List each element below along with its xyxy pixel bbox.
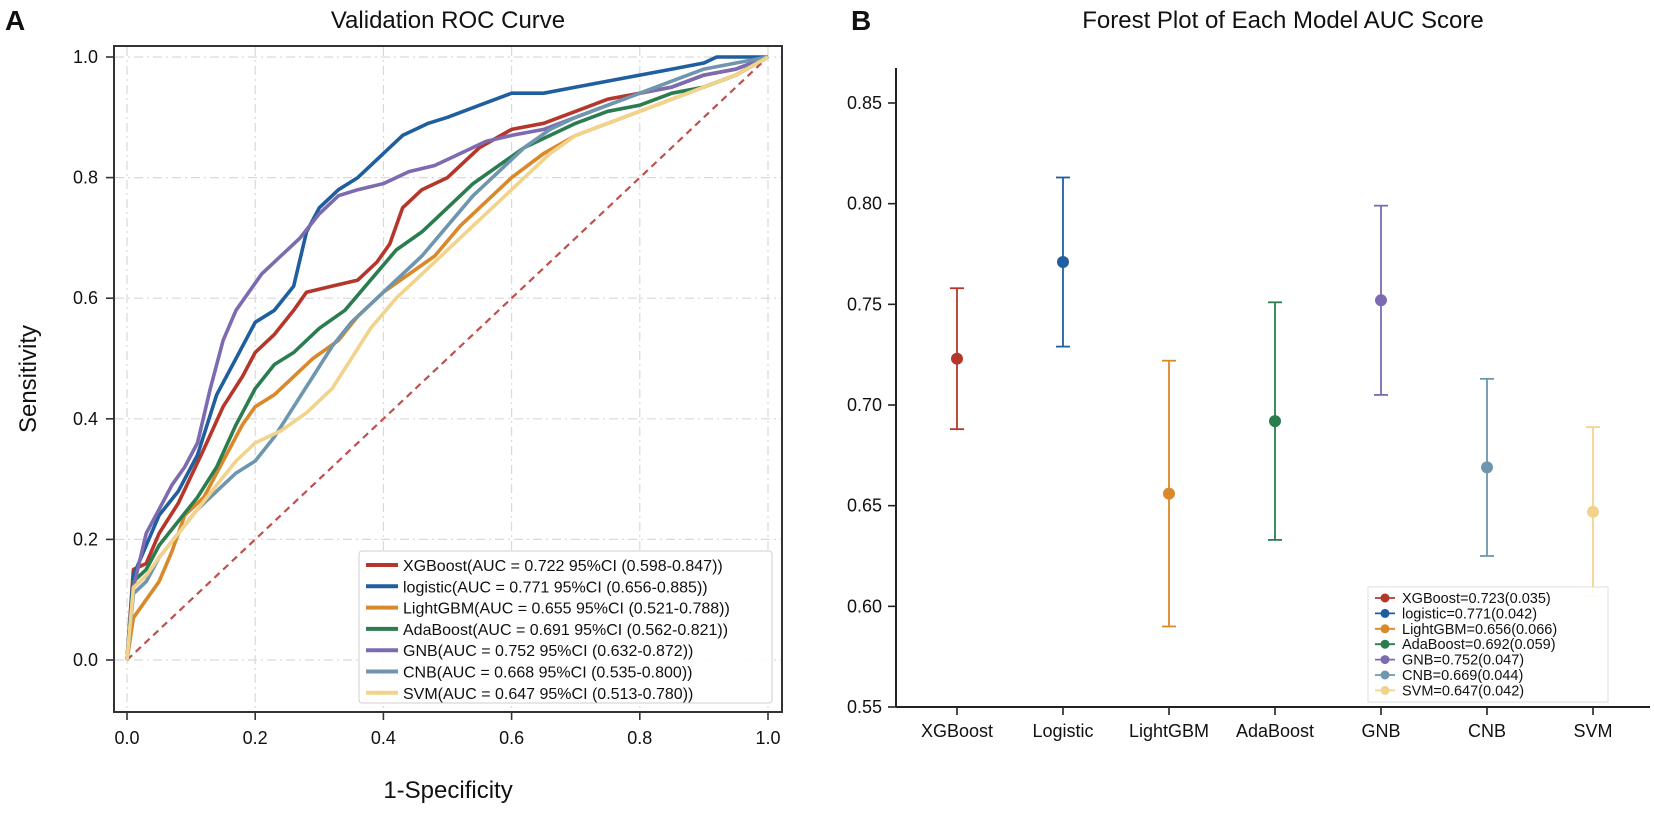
forest-legend-label: GNB=0.752(0.047) — [1402, 653, 1524, 669]
forest-legend-items: XGBoost=0.723(0.035)logistic=0.771(0.042… — [1375, 591, 1557, 699]
forest-points — [950, 176, 1600, 628]
panel-b-label: B — [851, 5, 871, 36]
roc-legend-label: logistic(AUC = 0.771 95%CI (0.656-0.885)… — [403, 579, 708, 596]
forest-legend-swatch-dot — [1380, 655, 1390, 665]
panel-a-label: A — [5, 5, 25, 36]
forest-x-tick-label: XGBoost — [921, 721, 993, 741]
forest-y-tick-label: 0.85 — [847, 93, 882, 113]
forest-point — [1375, 294, 1387, 307]
roc-y-tick-label: 1.0 — [73, 47, 98, 67]
roc-legend-label: SVM(AUC = 0.647 95%CI (0.513-0.780)) — [403, 686, 693, 703]
forest-x-tick-label: GNB — [1361, 721, 1400, 741]
roc-x-tick-label: 0.8 — [627, 728, 652, 748]
forest-legend-swatch-dot — [1380, 608, 1390, 618]
forest-x-tick-label: Logistic — [1032, 721, 1093, 741]
forest-legend: XGBoost=0.723(0.035)logistic=0.771(0.042… — [1367, 586, 1609, 703]
roc-curve-6 — [125, 55, 769, 661]
roc-legend: XGBoost(AUC = 0.722 95%CI (0.598-0.847))… — [358, 550, 773, 704]
forest-legend-swatch-dot — [1380, 624, 1390, 634]
roc-legend-box — [358, 550, 773, 704]
forest-point — [1057, 256, 1069, 269]
forest-y-tick-label: 0.60 — [847, 596, 882, 616]
forest-legend-label: CNB=0.669(0.044) — [1402, 668, 1523, 684]
roc-y-tick-label: 0.6 — [73, 288, 98, 308]
roc-curves — [125, 55, 769, 661]
forest-y-tick-label: 0.80 — [847, 194, 882, 214]
roc-y-tick-label: 0.4 — [73, 409, 98, 429]
roc-x-tick-label: 0.6 — [499, 728, 524, 748]
forest-y-tick-label: 0.75 — [847, 294, 882, 314]
roc-y-axis-ticks: 0.0 0.2 0.4 0.6 0.8 1.0 — [73, 47, 114, 670]
forest-legend-swatch-dot — [1380, 593, 1390, 603]
roc-x-axis-label: 1-Specificity — [383, 777, 512, 804]
forest-legend-swatch-dot — [1380, 639, 1390, 649]
roc-x-tick-label: 1.0 — [755, 728, 780, 748]
roc-legend-label: GNB(AUC = 0.752 95%CI (0.632-0.872)) — [403, 643, 693, 660]
roc-x-tick-label: 0.4 — [371, 728, 396, 748]
forest-x-tick-label: LightGBM — [1129, 721, 1209, 741]
roc-plot-frame — [113, 45, 783, 713]
roc-legend-label: AdaBoost(AUC = 0.691 95%CI (0.562-0.821)… — [403, 622, 728, 639]
forest-legend-swatch-dot — [1380, 670, 1390, 680]
roc-y-tick-label: 0.0 — [73, 650, 98, 670]
forest-point — [1163, 487, 1175, 500]
forest-y-tick-label: 0.70 — [847, 395, 882, 415]
forest-legend-label: XGBoost=0.723(0.035) — [1402, 591, 1551, 607]
forest-point — [1269, 415, 1281, 428]
roc-curve-1 — [125, 55, 768, 661]
roc-legend-items: XGBoost(AUC = 0.722 95%CI (0.598-0.847))… — [366, 558, 730, 703]
roc-curve-3 — [125, 55, 769, 661]
forest-legend-box — [1367, 586, 1609, 703]
panel-b: B Forest Plot of Each Model AUC Score 0.… — [847, 5, 1650, 741]
roc-legend-label: XGBoost(AUC = 0.722 95%CI (0.598-0.847)) — [403, 558, 723, 575]
forest-point — [1587, 505, 1599, 518]
forest-y-axis-ticks: 0.55 0.60 0.65 0.70 0.75 0.80 0.85 — [847, 93, 896, 717]
roc-title: Validation ROC Curve — [331, 7, 565, 34]
forest-legend-label: AdaBoost=0.692(0.059) — [1402, 637, 1556, 653]
forest-point — [1481, 461, 1493, 474]
forest-y-tick-label: 0.55 — [847, 697, 882, 717]
roc-legend-label: CNB(AUC = 0.668 95%CI (0.535-0.800)) — [403, 665, 692, 682]
forest-x-tick-label: AdaBoost — [1236, 721, 1314, 741]
forest-legend-label: LightGBM=0.656(0.066) — [1402, 622, 1557, 638]
forest-x-tick-label: SVM — [1573, 721, 1612, 741]
roc-y-tick-label: 0.8 — [73, 168, 98, 188]
panel-a: A Validation ROC Curve 0.0 0.2 0.4 0.6 0.8 1.… — [5, 5, 783, 804]
forest-x-axis-ticks: XGBoost Logistic LightGBM AdaBoost GNB CNB SVM — [921, 707, 1613, 741]
roc-x-axis-ticks: 0.0 0.2 0.4 0.6 0.8 1.0 — [114, 712, 781, 748]
forest-legend-label: SVM=0.647(0.042) — [1402, 683, 1524, 699]
forest-x-tick-label: CNB — [1468, 721, 1506, 741]
forest-y-tick-label: 0.65 — [847, 496, 882, 516]
roc-x-tick-label: 0.0 — [114, 728, 139, 748]
forest-point — [951, 352, 963, 365]
roc-y-tick-label: 0.2 — [73, 529, 98, 549]
forest-legend-swatch-dot — [1380, 685, 1390, 695]
roc-legend-label: LightGBM(AUC = 0.655 95%CI (0.521-0.788)… — [403, 601, 730, 618]
roc-x-tick-label: 0.2 — [243, 728, 268, 748]
forest-title: Forest Plot of Each Model AUC Score — [1082, 7, 1484, 34]
roc-diagonal-line — [126, 56, 769, 661]
roc-y-axis-label: Sensitivity — [15, 325, 42, 433]
roc-curve-0 — [125, 55, 769, 661]
forest-legend-label: logistic=0.771(0.042) — [1402, 606, 1537, 622]
